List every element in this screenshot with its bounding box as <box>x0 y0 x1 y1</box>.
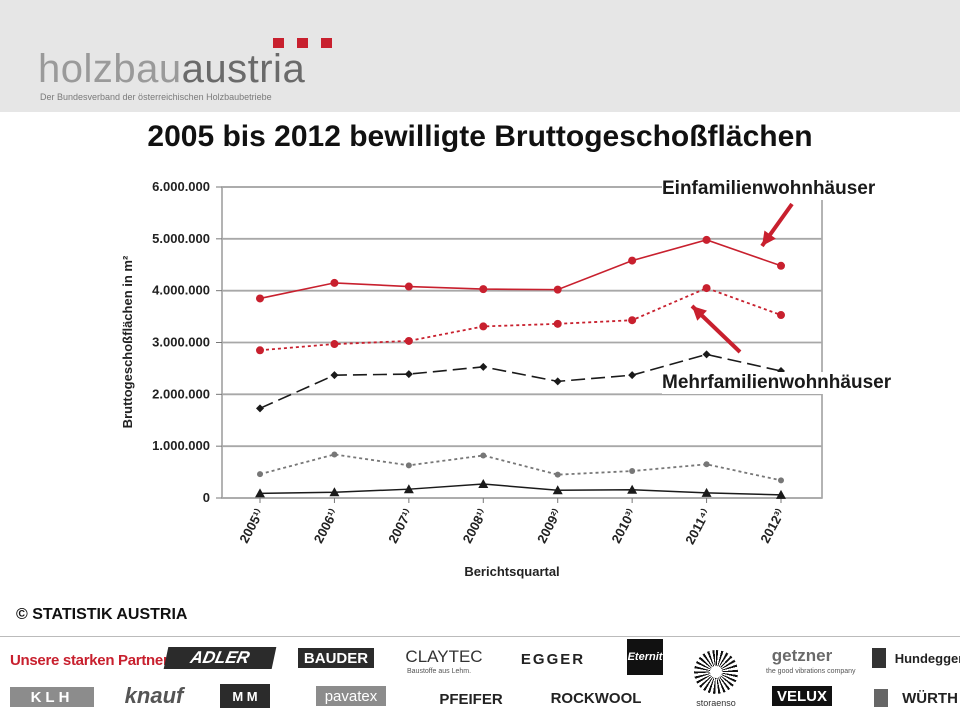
partner-logo-eternit[interactable]: Eternit <box>627 639 663 675</box>
series-5-point <box>403 484 414 494</box>
logo-tagline: Der Bundesverband der österreichischen H… <box>40 92 272 102</box>
series-3-point <box>553 377 562 386</box>
series-4-point <box>629 468 636 475</box>
y-tick-label: 4.000.000 <box>152 283 210 298</box>
y-tick-label: 1.000.000 <box>152 438 210 453</box>
x-tick-label: 2007¹⁾ <box>385 506 415 545</box>
x-tick-label: 2009²⁾ <box>534 506 564 545</box>
series-3-point <box>702 350 711 359</box>
partner-logo-mm[interactable]: M M <box>220 684 270 708</box>
y-tick-label: 6.000.000 <box>152 179 210 194</box>
series-1-point <box>330 278 339 287</box>
slide-title: 2005 bis 2012 bewilligte Bruttogeschoßfl… <box>147 120 813 153</box>
partner-logo-velux[interactable]: VELUX <box>772 686 832 706</box>
series-4-point <box>778 477 784 484</box>
x-axis-label: Berichtsquartal <box>464 564 559 579</box>
partners-divider <box>0 636 960 637</box>
callout-arrow-mehrfamilienwohnhaeuser-head <box>692 306 707 321</box>
series-4-point <box>554 471 561 478</box>
partner-logo-rockwool[interactable]: ROCKWOOL <box>550 689 642 707</box>
series-4-point <box>703 461 710 468</box>
series-4-point <box>405 462 412 469</box>
series-5-point <box>627 484 638 494</box>
series-5-point <box>255 488 265 498</box>
series-1-point <box>702 235 711 244</box>
series-4-point <box>480 452 487 459</box>
partner-logo-egger[interactable]: EGGER <box>520 650 586 668</box>
getzner-subline: the good vibrations company <box>766 668 856 675</box>
x-tick-label: 2006¹⁾ <box>311 506 341 545</box>
series-1-point <box>479 285 488 294</box>
series-2-point <box>777 311 785 320</box>
series-1-point <box>256 294 264 303</box>
callout-arrow-einfamilienwohnhaeuser-head <box>762 230 776 246</box>
series-2-point <box>479 322 488 331</box>
series-3-point <box>628 371 637 380</box>
series-5-point <box>552 485 563 495</box>
series-2-point <box>628 316 637 325</box>
series-1-point <box>628 256 637 265</box>
partner-logo-pfeifer[interactable]: PFEIFER <box>439 690 503 708</box>
partner-logo-adler[interactable]: ADLER <box>163 647 277 669</box>
claytec-subline: Baustoffe aus Lehm. <box>407 668 472 675</box>
series-4-point <box>331 451 338 458</box>
partners-label: Unsere starken Partner <box>10 652 169 669</box>
series-line-4 <box>259 453 782 482</box>
series-2-point <box>702 284 711 293</box>
series-2-point <box>553 319 562 328</box>
series-3-point <box>404 370 413 379</box>
series-3-point <box>330 371 339 380</box>
series-1-point <box>777 261 785 270</box>
partner-logo-storaenso[interactable]: storaenso <box>696 698 736 708</box>
partner-logo-getzner[interactable]: getzner <box>771 646 833 665</box>
series-1-point <box>553 285 562 294</box>
x-tick-label: 2005¹⁾ <box>236 506 266 545</box>
series-4-point <box>257 471 263 478</box>
x-tick-label: 2010³⁾ <box>608 506 638 545</box>
x-tick-label: 2011⁴⁾ <box>682 506 713 546</box>
callout-einfamilienwohnhaeuser: Einfamilienwohnhäuser <box>662 178 876 200</box>
series-line-5 <box>259 483 782 496</box>
series-5-point <box>701 487 712 497</box>
y-tick-label: 2.000.000 <box>152 386 210 401</box>
series-3-point <box>479 362 488 371</box>
partner-logo-klh[interactable]: KLH <box>10 687 94 707</box>
line-chart: 0 1.000.000 2.000.000 3.000.000 4.000.000 5.0… <box>120 179 823 579</box>
storaenso-sun-icon <box>694 650 738 694</box>
partner-logo-hundegger[interactable]: Hundegger <box>872 648 960 668</box>
series-3-point <box>256 404 264 413</box>
series-line-3 <box>259 353 782 410</box>
series-1-point <box>404 282 413 291</box>
series-2-point <box>404 336 413 345</box>
x-tick-label: 2008¹⁾ <box>460 506 490 545</box>
holzbauaustria-logo[interactable]: holzbauaustria <box>38 47 305 92</box>
y-tick-label: 0 <box>203 490 210 505</box>
partner-logo-knauf[interactable]: knauf <box>124 683 184 708</box>
partner-logo-pavatex[interactable]: pavatex <box>316 686 386 706</box>
partner-logo-wuerth[interactable]: WÜRTH <box>874 689 960 707</box>
partner-logo-bauder[interactable]: BAUDER <box>298 648 374 668</box>
series-5-point <box>329 487 340 497</box>
series-5-point <box>478 479 489 489</box>
y-tick-label: 3.000.000 <box>152 335 210 350</box>
partner-logo-claytec[interactable]: CLAYTEC <box>405 647 483 666</box>
series-line-1 <box>259 239 782 300</box>
y-tick-label: 5.000.000 <box>152 231 210 246</box>
y-axis-label: Bruttogeschoßflächen in m² <box>120 255 135 428</box>
header-band <box>0 0 960 112</box>
callout-mehrfamilienwohnhaeuser: Mehrfamilienwohnhäuser <box>662 372 892 394</box>
logo-name-part1: holzbau <box>38 47 182 91</box>
series-5-point <box>776 489 786 499</box>
logo-name-part2: austria <box>181 47 306 91</box>
series-2-point <box>256 346 264 355</box>
copyright-notice: © STATISTIK AUSTRIA <box>16 606 188 623</box>
x-tick-label: 2012³⁾ <box>757 506 787 545</box>
series-2-point <box>330 340 339 349</box>
